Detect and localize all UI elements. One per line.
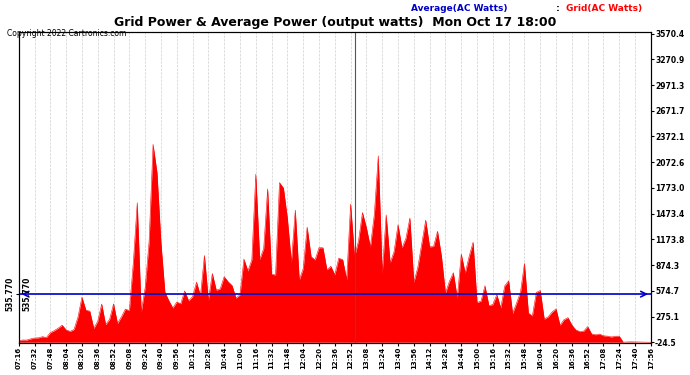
Text: Average(AC Watts): Average(AC Watts) [411, 4, 507, 13]
Text: 535.770: 535.770 [23, 277, 32, 311]
Text: Grid(AC Watts): Grid(AC Watts) [566, 4, 642, 13]
Text: :: : [553, 4, 563, 13]
Title: Grid Power & Average Power (output watts)  Mon Oct 17 18:00: Grid Power & Average Power (output watts… [114, 16, 556, 29]
Text: Copyright 2022 Cartronics.com: Copyright 2022 Cartronics.com [7, 28, 126, 38]
